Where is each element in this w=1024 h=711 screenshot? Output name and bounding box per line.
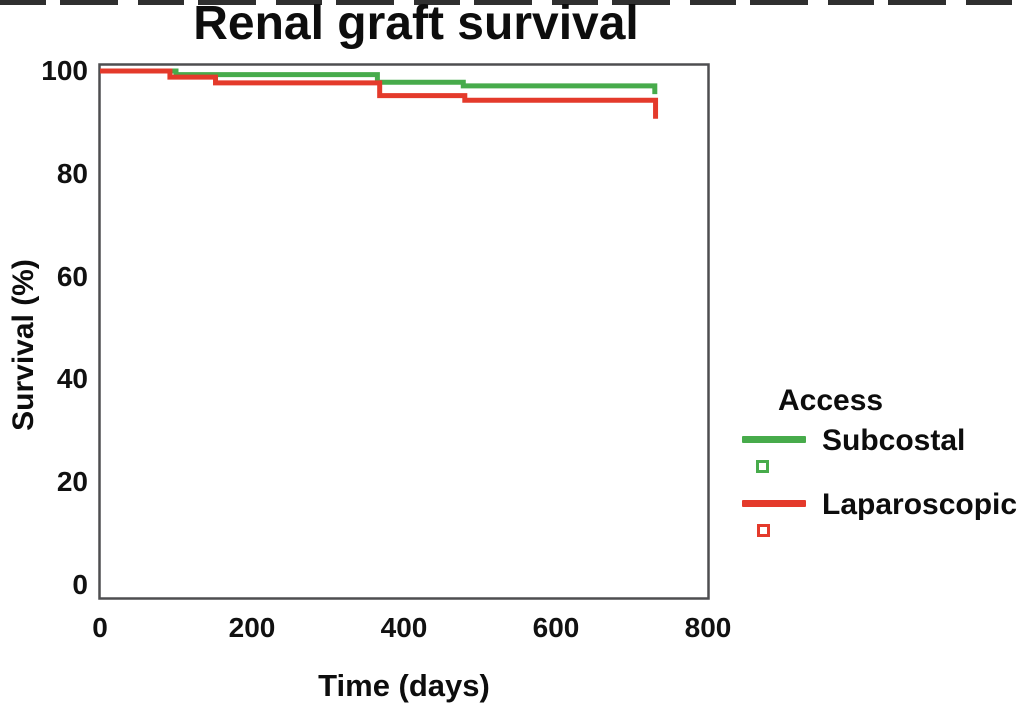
y-tick-label: 80	[56, 157, 88, 189]
y-tick-label: 20	[56, 466, 88, 498]
subcostal-censored-marker-icon	[756, 460, 769, 473]
x-tick-label: 400	[380, 612, 428, 643]
curve-laparoscopic	[100, 68, 659, 119]
x-tick-label: 200	[228, 612, 276, 643]
x-tick-label: 0	[92, 612, 108, 643]
y-tick-label: 40	[56, 363, 88, 395]
chart-title: Renal graft survival	[193, 0, 639, 50]
x-tick-label: 600	[532, 612, 580, 643]
scan-artifact-strip	[0, 0, 1024, 5]
subcostal-line-swatch	[742, 436, 806, 443]
y-tick-label: 60	[56, 260, 88, 292]
laparoscopic-censored-marker-icon	[757, 524, 770, 537]
x-tick-label: 800	[684, 612, 732, 643]
legend-title: Access	[778, 384, 884, 417]
x-axis-title: Time (days)	[318, 668, 490, 703]
y-tick-label: 0	[72, 569, 88, 600]
legend-label-laparoscopic: Laparoscopic	[822, 488, 1018, 521]
survival-curves	[100, 68, 659, 119]
legend-label-subcostal: Subcostal	[822, 424, 966, 457]
laparoscopic-line-swatch	[742, 500, 806, 507]
plot-border	[98, 63, 710, 600]
y-tick-label: 100	[41, 55, 88, 86]
